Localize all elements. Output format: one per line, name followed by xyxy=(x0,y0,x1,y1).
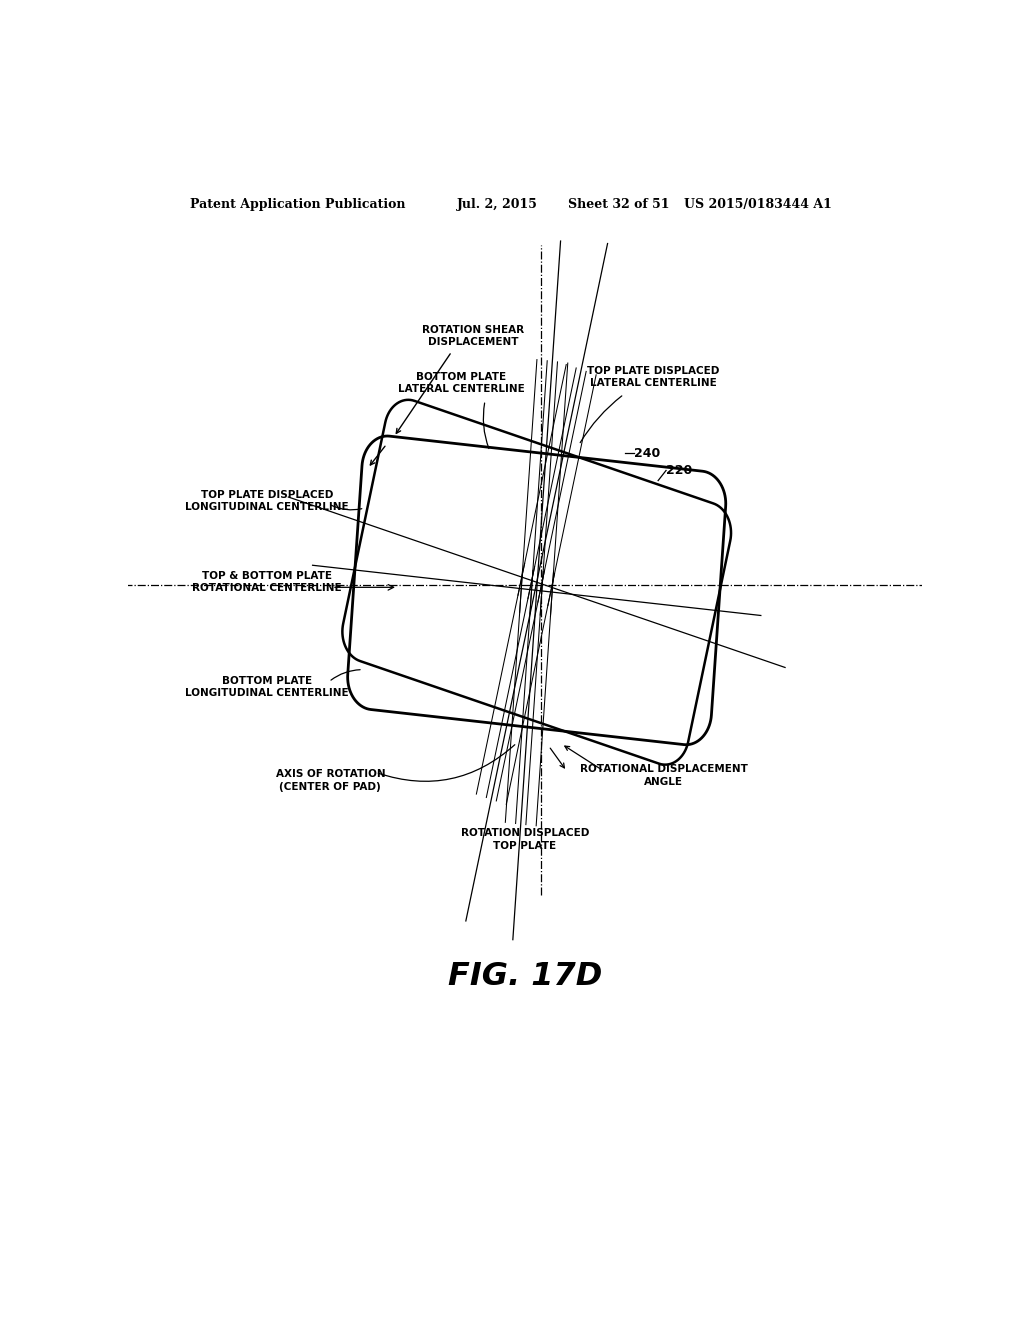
Text: 220: 220 xyxy=(666,463,692,477)
Text: Patent Application Publication: Patent Application Publication xyxy=(189,198,406,211)
Text: US 2015/0183444 A1: US 2015/0183444 A1 xyxy=(684,198,831,211)
Text: TOP & BOTTOM PLATE
ROTATIONAL CENTERLINE: TOP & BOTTOM PLATE ROTATIONAL CENTERLINE xyxy=(193,572,342,594)
Text: FIG. 17D: FIG. 17D xyxy=(447,961,602,993)
Text: BOTTOM PLATE
LONGITUDINAL CENTERLINE: BOTTOM PLATE LONGITUDINAL CENTERLINE xyxy=(185,676,349,698)
Text: AXIS OF ROTATION
(CENTER OF PAD): AXIS OF ROTATION (CENTER OF PAD) xyxy=(275,770,385,792)
Text: TOP PLATE DISPLACED
LONGITUDINAL CENTERLINE: TOP PLATE DISPLACED LONGITUDINAL CENTERL… xyxy=(185,490,349,512)
Text: TOP PLATE DISPLACED
LATERAL CENTERLINE: TOP PLATE DISPLACED LATERAL CENTERLINE xyxy=(587,366,720,388)
Text: Jul. 2, 2015: Jul. 2, 2015 xyxy=(458,198,539,211)
Text: Sheet 32 of 51: Sheet 32 of 51 xyxy=(568,198,670,211)
Text: ROTATIONAL DISPLACEMENT
ANGLE: ROTATIONAL DISPLACEMENT ANGLE xyxy=(580,764,748,787)
Text: ROTATION DISPLACED
TOP PLATE: ROTATION DISPLACED TOP PLATE xyxy=(461,828,589,850)
Text: ROTATION SHEAR
DISPLACEMENT: ROTATION SHEAR DISPLACEMENT xyxy=(422,325,524,347)
Text: 240: 240 xyxy=(634,446,660,459)
Text: BOTTOM PLATE
LATERAL CENTERLINE: BOTTOM PLATE LATERAL CENTERLINE xyxy=(398,372,524,395)
